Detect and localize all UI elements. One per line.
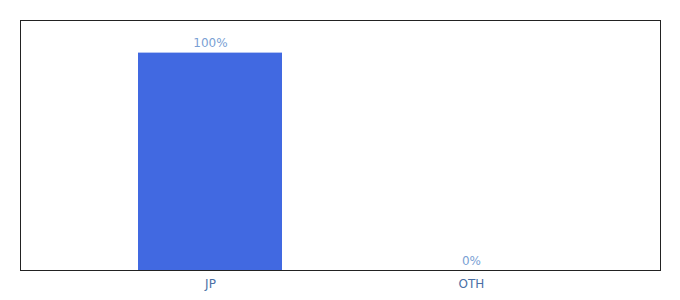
svg-text:100%: 100%	[193, 36, 227, 50]
svg-text:0%: 0%	[462, 254, 481, 268]
svg-text:JP: JP	[204, 277, 216, 291]
svg-text:OTH: OTH	[459, 277, 485, 291]
